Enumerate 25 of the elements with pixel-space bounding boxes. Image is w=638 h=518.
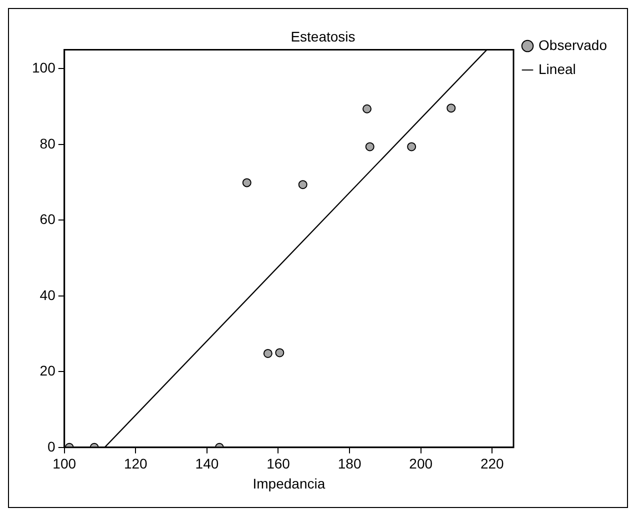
x-tick-label: 100 [52,456,76,472]
point [298,180,308,190]
y-tick-label: 0 [48,438,56,454]
point [242,178,252,188]
x-tick-label: 220 [480,456,504,472]
y-tick-label: 60 [40,211,56,228]
x-tick-label: 140 [195,456,219,472]
point [446,104,456,113]
x-axis-title: Impedancia [252,475,326,492]
x-tick-label: 180 [338,456,362,472]
x-tick-label: 200 [409,456,433,472]
x-tick-label: 160 [266,456,290,472]
y-tick-label: 20 [40,362,56,379]
y-tick-label: 100 [32,60,56,76]
x-tick-label: 120 [124,456,148,472]
point [407,142,416,152]
legend-label: Observado [538,36,608,53]
point [275,348,284,358]
chart-title: Esteatosis [290,28,356,44]
point [365,142,374,152]
y-tick-label: 80 [40,135,56,152]
y-tick-label: 40 [40,286,56,303]
point [362,104,372,114]
legend-label: Lineal [538,60,576,77]
point [263,348,272,358]
